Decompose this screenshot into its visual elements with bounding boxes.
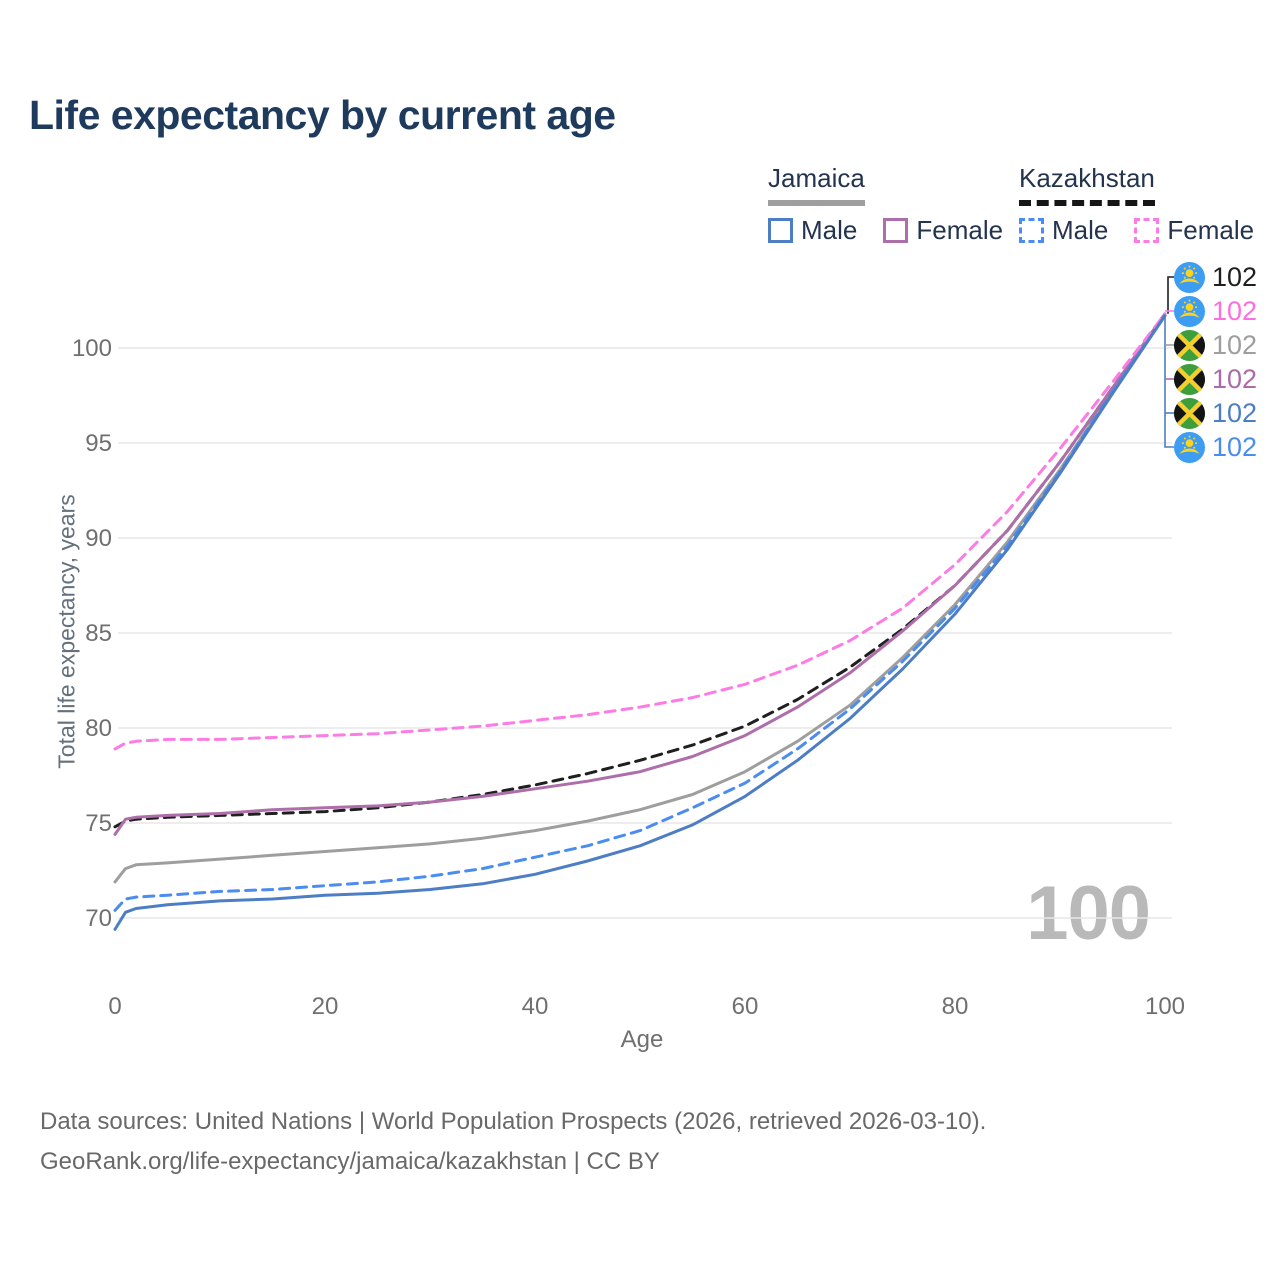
end-label-kazakhstan-both-sexes: 102 [1174, 260, 1257, 294]
end-label-jamaica-both-sexes: 102 [1174, 328, 1257, 362]
x-tick-0: 0 [108, 993, 122, 1020]
jamaica-flag-icon [1174, 329, 1205, 361]
legend-kazakhstan: Kazakhstan Male Female [1019, 163, 1254, 246]
legend-item-jamaica-male[interactable]: Male [768, 215, 857, 246]
y-tick-75: 75 [85, 810, 112, 837]
legend-item-jamaica-female[interactable]: Female [883, 215, 1003, 246]
jamaica-flag-icon [1174, 363, 1205, 395]
line-kazakhstan-female [113, 312, 1167, 751]
end-label-kazakhstan-male: 102 [1174, 430, 1257, 464]
x-tick-80: 80 [941, 993, 969, 1020]
end-label-jamaica-male: 102 [1174, 396, 1257, 430]
x-tick-40: 40 [521, 993, 549, 1020]
jamaica-female-swatch-icon [883, 218, 909, 243]
x-tick-20: 20 [311, 993, 339, 1020]
end-label-jamaica-female: 102 [1174, 362, 1257, 396]
age-counter-watermark: 100 [1026, 871, 1151, 956]
end-label-kazakhstan-female: 102 [1174, 294, 1257, 328]
kazakhstan-flag-icon [1174, 295, 1205, 327]
legend-jamaica-label[interactable]: Jamaica [768, 163, 865, 206]
legend-jamaica-female-label: Female [916, 215, 1004, 245]
legend-kazakhstan-male-label: Male [1052, 215, 1109, 245]
legend-item-kazakhstan-female[interactable]: Female [1134, 215, 1254, 246]
line-jamaica-both-sexes [113, 314, 1167, 884]
x-axis-title: Age [620, 1026, 664, 1053]
x-tick-60: 60 [731, 993, 759, 1020]
end-label-value: 102 [1212, 295, 1258, 326]
line-jamaica-male [113, 314, 1167, 931]
line-jamaica-female [113, 312, 1167, 836]
page-title: Life expectancy by current age [29, 92, 616, 138]
jamaica-male-swatch-icon [768, 218, 793, 243]
jamaica-flag-icon [1174, 397, 1205, 429]
y-tick-90: 90 [85, 525, 112, 552]
legend-kazakhstan-female-label: Female [1167, 215, 1255, 245]
kazakhstan-flag-icon [1174, 261, 1205, 293]
y-tick-85: 85 [85, 620, 112, 647]
end-label-value: 102 [1212, 431, 1258, 462]
kazakhstan-female-swatch-icon [1134, 218, 1160, 243]
legend-jamaica-male-label: Male [801, 215, 858, 245]
legend-kazakhstan-label[interactable]: Kazakhstan [1019, 163, 1155, 206]
end-label-value: 102 [1212, 261, 1258, 292]
y-tick-80: 80 [85, 715, 112, 742]
line-kazakhstan-both-sexes [113, 312, 1167, 829]
y-tick-70: 70 [85, 905, 112, 932]
end-label-value: 102 [1212, 397, 1258, 428]
kazakhstan-flag-icon [1174, 431, 1205, 463]
legend-item-kazakhstan-male[interactable]: Male [1019, 215, 1108, 246]
end-label-leader-2 [1164, 316, 1174, 448]
footer-attribution[interactable]: GeoRank.org/life-expectancy/jamaica/kaza… [40, 1148, 660, 1175]
legend-jamaica: Jamaica Male Female [768, 163, 1003, 246]
footer-data-sources: Data sources: United Nations | World Pop… [40, 1108, 987, 1135]
end-label-value: 102 [1212, 329, 1258, 360]
end-label-leader-0 [1167, 276, 1174, 314]
line-kazakhstan-male [113, 314, 1167, 912]
y-tick-95: 95 [85, 430, 112, 457]
x-tick-100: 100 [1144, 993, 1186, 1020]
kazakhstan-male-swatch-icon [1019, 218, 1044, 243]
y-tick-100: 100 [71, 335, 112, 362]
end-label-value: 102 [1212, 363, 1258, 394]
